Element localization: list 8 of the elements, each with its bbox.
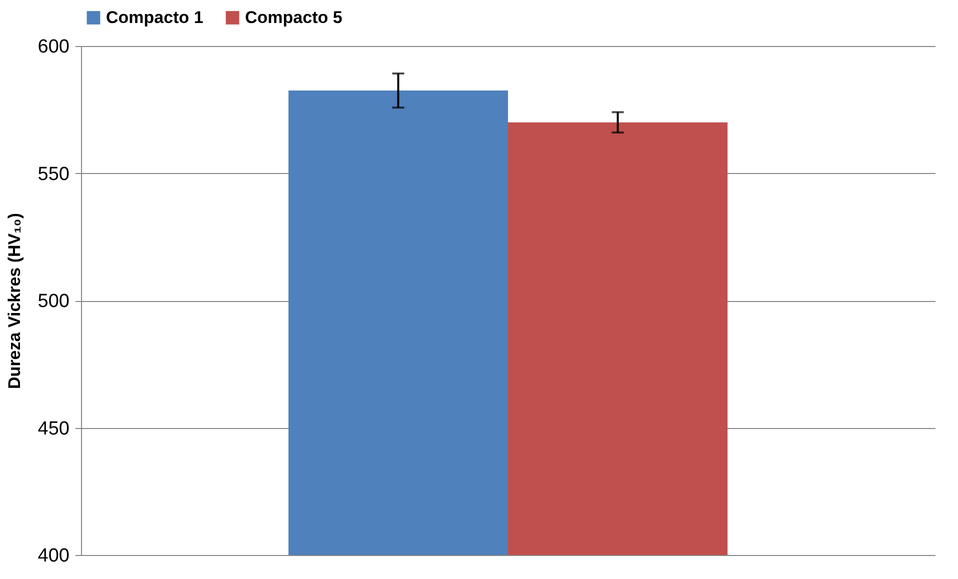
y-tick-label: 600 <box>38 36 70 58</box>
legend-label: Compacto 1 <box>106 8 204 27</box>
y-tick-label: 400 <box>38 546 70 566</box>
y-tick-label: 500 <box>38 291 70 312</box>
y-tick-label: 450 <box>38 418 70 440</box>
y-axis-title: Dureza Vickres (HV₁₀) <box>4 213 24 389</box>
legend-label: Compacto 5 <box>245 8 342 27</box>
y-tick-label: 550 <box>38 164 70 185</box>
